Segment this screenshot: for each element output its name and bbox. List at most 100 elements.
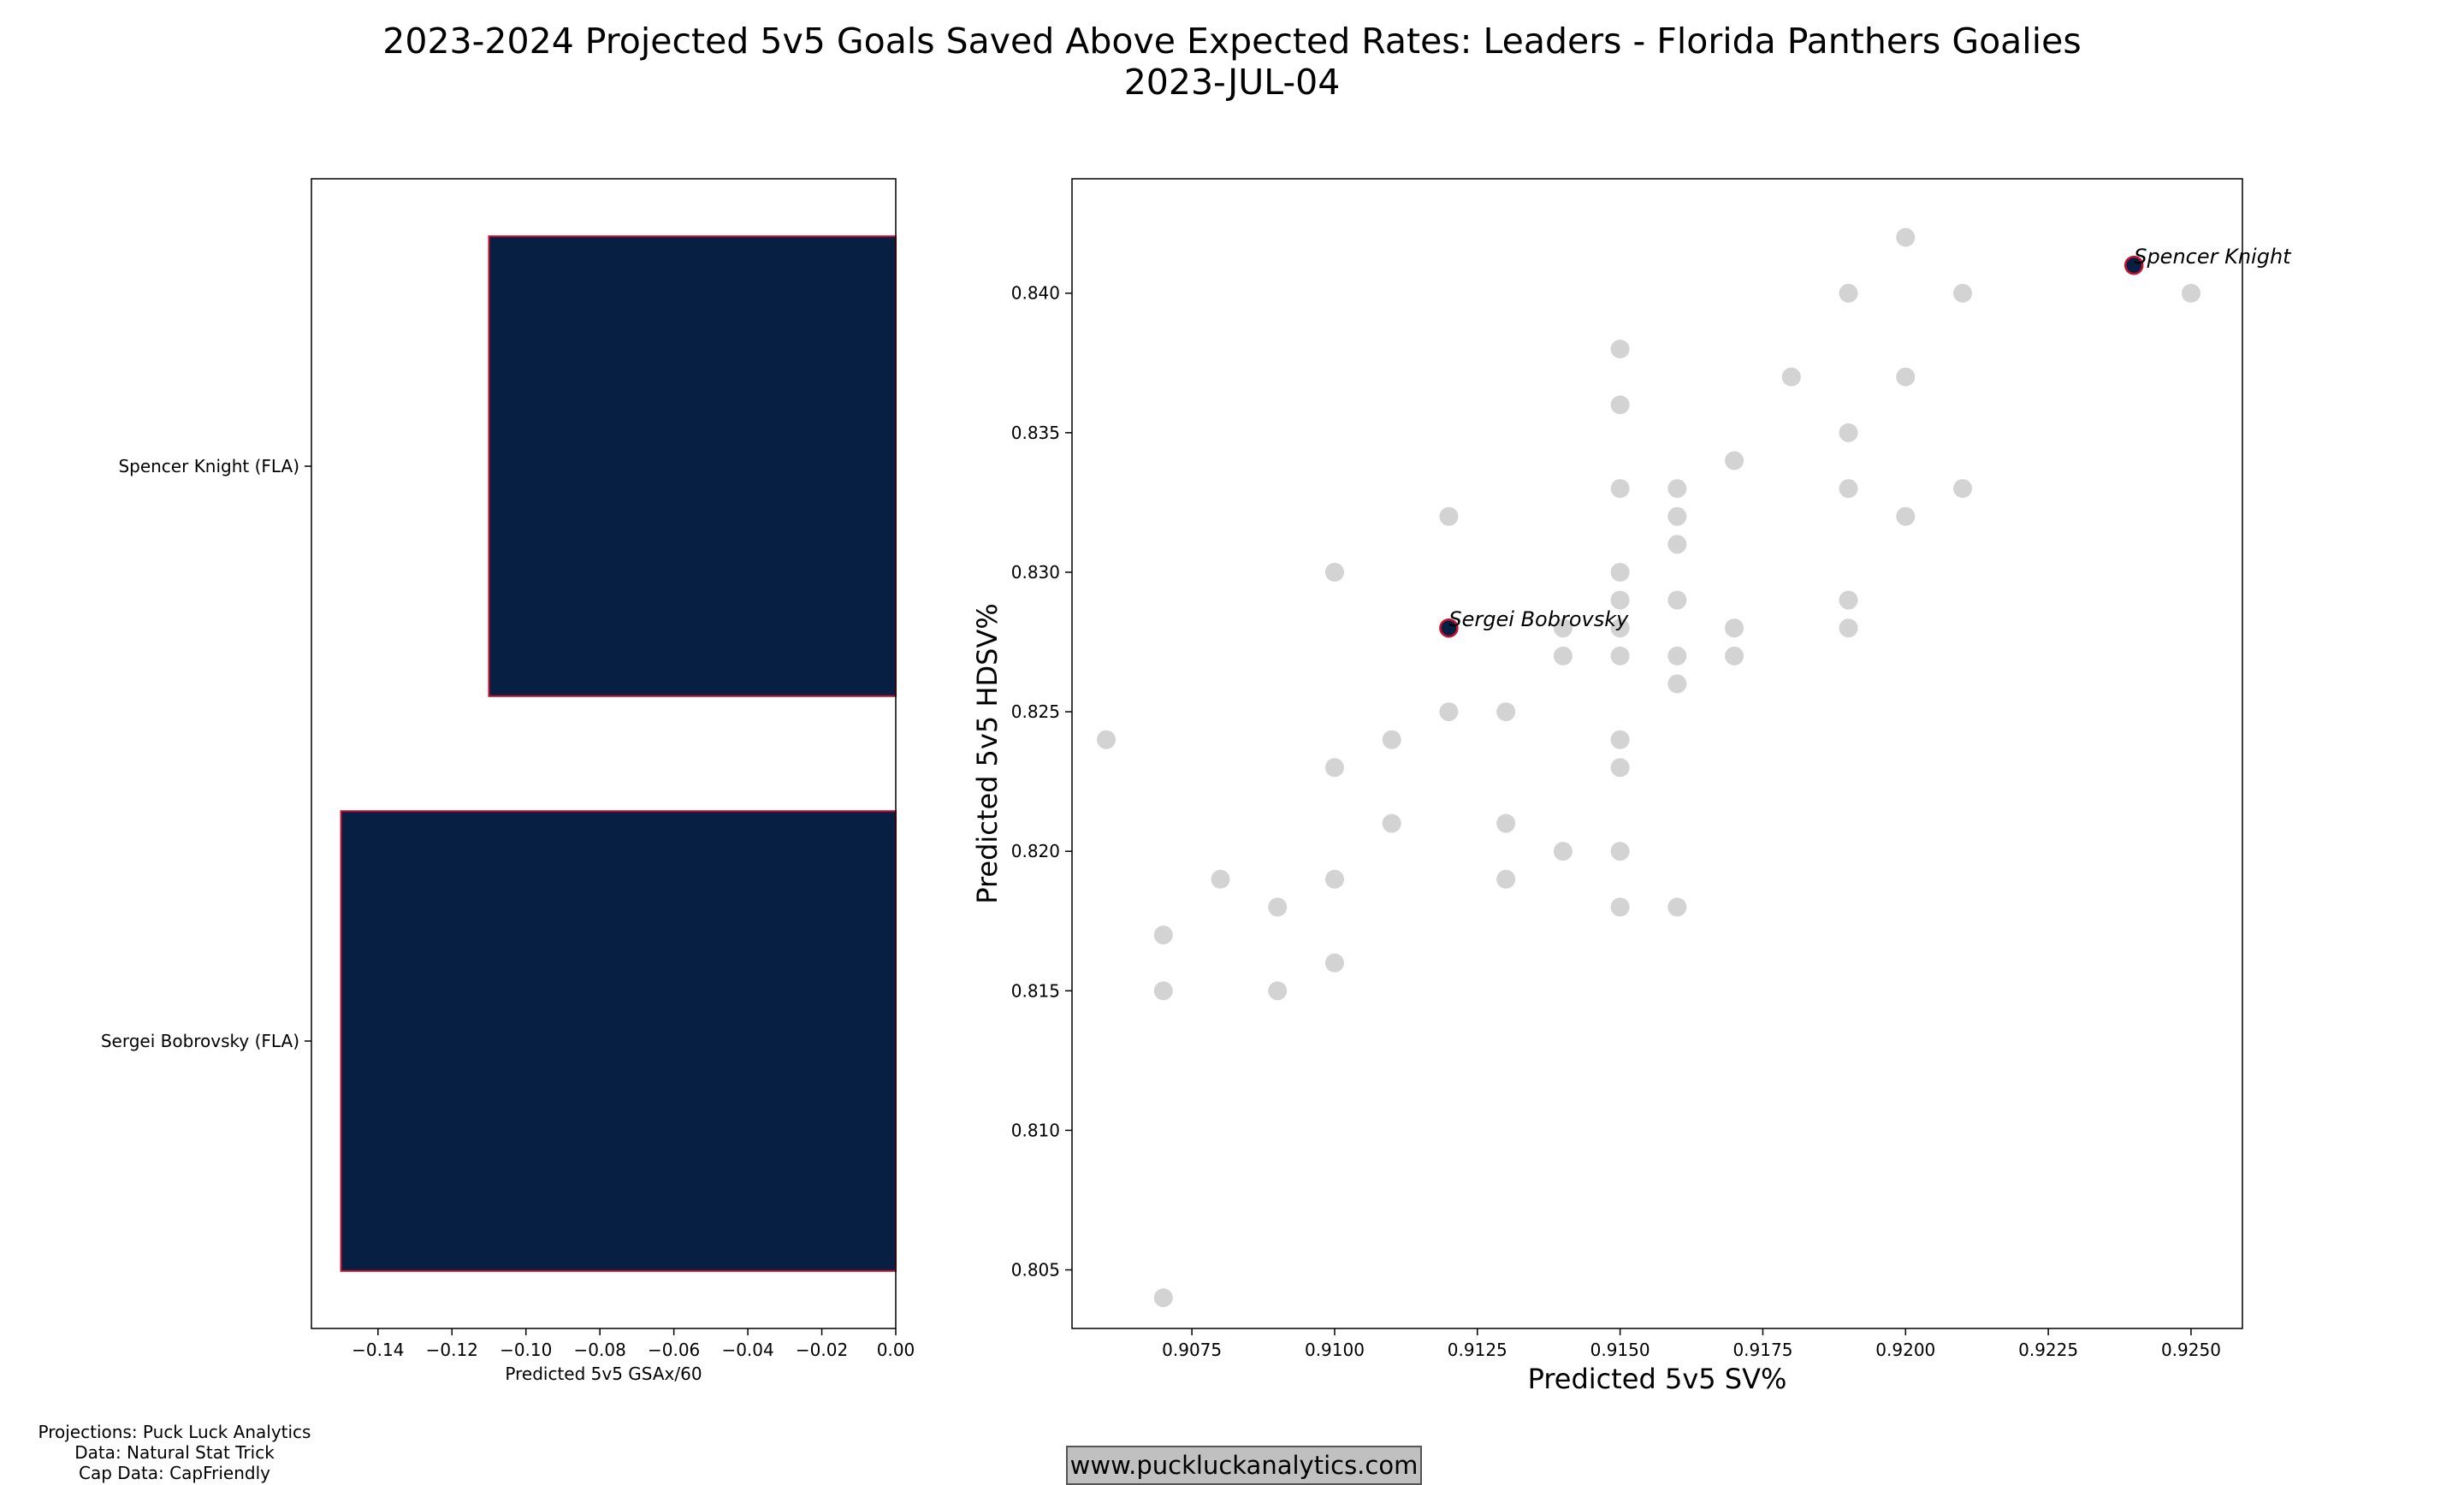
x-tick-label: −0.10 — [500, 1340, 552, 1360]
league-goalie-point — [1953, 479, 1973, 499]
league-goalie-point — [1496, 813, 1516, 833]
highlighted-goalie-label: Sergei Bobrovsky — [1448, 607, 1629, 631]
league-goalie-point — [1896, 506, 1916, 526]
league-goalie-point — [1439, 506, 1459, 526]
league-goalie-point — [1553, 842, 1573, 861]
y-tick-label: 0.810 — [1011, 1120, 1060, 1140]
league-goalie-point — [1268, 981, 1288, 1001]
x-tick-label: −0.06 — [648, 1340, 700, 1360]
goalie-bar-label: Spencer Knight (FLA) — [118, 456, 299, 476]
y-tick-label: 0.840 — [1011, 283, 1060, 304]
x-tick-label: −0.12 — [426, 1340, 478, 1360]
league-goalie-point — [1496, 702, 1516, 722]
x-tick-label: −0.14 — [352, 1340, 404, 1360]
league-goalie-point — [1839, 423, 1858, 442]
chart-title-date: 2023-JUL-04 — [1123, 62, 1341, 103]
highlighted-goalie-label: Spencer Knight — [2134, 245, 2292, 269]
league-goalie-point — [1725, 646, 1744, 666]
league-goalie-point — [1896, 228, 1916, 247]
league-goalie-point — [1153, 1288, 1173, 1308]
x-tick-label: −0.04 — [721, 1340, 773, 1360]
data-credit: Data: Natural Stat Trick — [74, 1442, 275, 1463]
league-goalie-point — [1553, 646, 1573, 666]
bar-plot-frame — [311, 178, 897, 1329]
league-goalie-point — [1725, 451, 1744, 470]
league-goalie-point — [1553, 618, 1573, 638]
league-goalie-point — [1667, 674, 1687, 694]
y-tick-label: 0.835 — [1011, 423, 1060, 443]
y-tick-label: 0.805 — [1011, 1259, 1060, 1280]
x-tick-label: −0.02 — [796, 1340, 848, 1360]
scatter-plot-frame — [1071, 178, 2243, 1329]
website-link[interactable]: www.puckluckanalytics.com — [1066, 1446, 1422, 1485]
league-goalie-point — [1324, 758, 1344, 778]
scatter-y-axis-label: Predicted 5v5 HDSV% — [971, 603, 1004, 904]
league-goalie-point — [1610, 562, 1630, 582]
bar-chart: Spencer Knight (FLA) Sergei Bobrovsky (FL… — [101, 178, 915, 1384]
league-goalie-point — [1667, 506, 1687, 526]
league-goalie-point — [1153, 981, 1173, 1001]
league-goalie-point — [1610, 395, 1630, 415]
gsax-bar — [340, 810, 897, 1272]
chart-title-line1: 2023-2024 Projected 5v5 Goals Saved Abov… — [382, 21, 2082, 62]
league-goalie-point — [1667, 590, 1687, 610]
scatter-chart: Spencer Knight Sergei Bobrovsky 0.9075 0.91… — [971, 178, 2292, 1395]
scatter-x-axis-label: Predicted 5v5 SV% — [1528, 1363, 1787, 1395]
league-goalie-point — [1667, 897, 1687, 917]
league-goalie-point — [1667, 646, 1687, 666]
league-goalie-point — [1382, 730, 1401, 749]
chart-title: 2023-2024 Projected 5v5 Goals Saved Abov… — [0, 21, 2464, 103]
league-goalie-point — [1610, 339, 1630, 358]
league-goalie-point — [1839, 618, 1858, 638]
league-goalie-point — [1839, 590, 1858, 610]
league-goalie-point — [1610, 618, 1630, 638]
league-goalie-point — [1211, 869, 1230, 889]
league-goalie-point — [1839, 283, 1858, 303]
league-goalie-point — [1610, 842, 1630, 861]
league-goalie-point — [1610, 646, 1630, 666]
y-tick-label: 0.815 — [1011, 980, 1060, 1001]
x-tick-label: 0.9175 — [1732, 1340, 1792, 1360]
league-goalie-point — [1439, 702, 1459, 722]
league-goalie-point — [1324, 869, 1344, 889]
highlighted-goalie-point — [1439, 618, 1459, 638]
x-tick-label: 0.9250 — [2161, 1340, 2221, 1360]
league-goalie-point — [1610, 758, 1630, 778]
league-goalie-point — [1268, 897, 1288, 917]
league-goalie-point — [1839, 479, 1858, 499]
league-goalie-point — [1667, 535, 1687, 554]
league-goalie-point — [1496, 869, 1516, 889]
league-goalie-point — [1097, 730, 1116, 749]
league-goalie-point — [1324, 562, 1344, 582]
league-goalie-point — [1896, 367, 1916, 387]
league-goalie-point — [1610, 479, 1630, 499]
league-goalie-point — [1324, 953, 1344, 973]
highlighted-goalie-point — [2123, 255, 2144, 275]
cap-data-credit: Cap Data: CapFriendly — [79, 1463, 270, 1483]
league-goalie-point — [1610, 730, 1630, 749]
league-goalie-point — [1725, 618, 1744, 638]
league-goalie-point — [1153, 926, 1173, 945]
league-goalie-point — [2181, 283, 2200, 303]
bar-x-axis-label: Predicted 5v5 GSAx/60 — [505, 1364, 702, 1384]
y-tick-label: 0.820 — [1011, 841, 1060, 861]
league-goalie-point — [1382, 813, 1401, 833]
league-goalie-point — [1781, 367, 1801, 387]
league-goalie-point — [1667, 479, 1687, 499]
x-tick-label: 0.9150 — [1590, 1340, 1650, 1360]
y-tick-label: 0.830 — [1011, 562, 1060, 583]
x-tick-label: 0.9225 — [2018, 1340, 2078, 1360]
x-tick-label: 0.9125 — [1448, 1340, 1507, 1360]
footer-credits: Projections: Puck Luck Analytics Data: N… — [24, 1422, 325, 1483]
gsax-bar — [488, 235, 897, 697]
y-tick-label: 0.825 — [1011, 701, 1060, 722]
league-goalie-point — [1610, 897, 1630, 917]
league-goalie-point — [1953, 283, 1973, 303]
projections-credit: Projections: Puck Luck Analytics — [38, 1422, 311, 1442]
x-tick-label: −0.08 — [574, 1340, 626, 1360]
league-goalie-point — [1610, 590, 1630, 610]
x-tick-label: 0.9200 — [1875, 1340, 1935, 1360]
x-tick-label: 0.9100 — [1305, 1340, 1365, 1360]
x-tick-label: 0.00 — [877, 1340, 915, 1360]
